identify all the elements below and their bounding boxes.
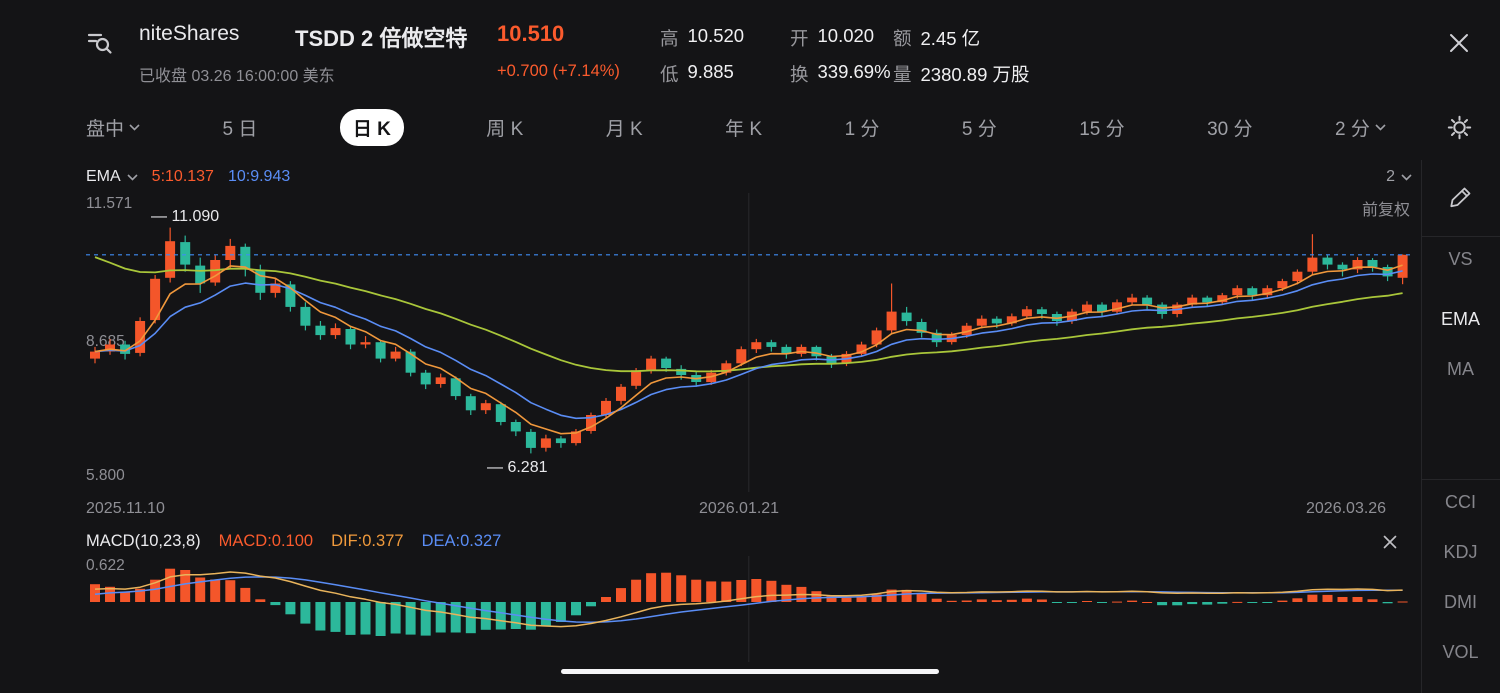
sidebar-item-ema[interactable]: EMA — [1440, 309, 1480, 329]
chevron-down-icon — [129, 123, 140, 131]
x-axis-mid-date: 2026.01.21 — [699, 500, 780, 517]
sidebar-item-kdj[interactable]: KDJ — [1443, 542, 1478, 562]
x-axis-end-date: 2026.03.26 — [1306, 500, 1387, 517]
close-icon[interactable] — [1447, 31, 1471, 60]
home-indicator[interactable] — [561, 669, 939, 674]
stat-low: 低 9.885 — [660, 61, 734, 85]
y-axis-mid: 8.685 — [86, 333, 125, 350]
chart-settings-gear-icon[interactable] — [1446, 114, 1473, 146]
tab-5m[interactable]: 5 分 — [961, 118, 997, 140]
dif-value: DIF:0.377 — [331, 532, 404, 550]
dea-value: DEA:0.327 — [421, 532, 502, 550]
chevron-down-icon — [1401, 173, 1412, 181]
tab-monthly-k[interactable]: 月 K — [605, 118, 643, 140]
tab-2m[interactable]: 2 分 — [1335, 114, 1386, 141]
chevron-down-icon — [1375, 123, 1386, 131]
ema5-value: 5:10.137 — [151, 168, 214, 185]
stat-open: 开 10.020 — [790, 25, 875, 49]
tab-daily-k[interactable]: 日 K — [339, 108, 404, 146]
ema10-value: 10:9.943 — [227, 168, 291, 185]
tab-5d[interactable]: 5 日 — [222, 118, 258, 140]
low-annotation: — 6.281 — [487, 459, 548, 476]
price-change: +0.700 (+7.14%) — [497, 62, 620, 80]
macd-title[interactable]: MACD(10,23,8) — [86, 532, 201, 550]
last-price: 10.510 — [497, 21, 565, 46]
market-status: 已收盘 03.26 16:00:00 美东 — [139, 68, 335, 85]
tab-15m[interactable]: 15 分 — [1079, 118, 1125, 140]
tab-30m[interactable]: 30 分 — [1207, 118, 1253, 140]
stock-title: TSDD 2 倍做空特 — [295, 26, 468, 51]
timeframe-tabs: 盘中 5 日 日 K 周 K 月 K 年 K 1 分 5 分 15 分 30 分… — [86, 108, 1386, 146]
chevron-down-icon — [127, 173, 138, 181]
x-axis-start-date: 2025.11.10 — [86, 500, 165, 517]
sidebar-item-vs[interactable]: VS — [1448, 249, 1473, 269]
sidebar-item-cci[interactable]: CCI — [1445, 492, 1476, 512]
sidebar-item-ma[interactable]: MA — [1447, 359, 1474, 379]
draw-pencil-icon[interactable] — [1448, 184, 1474, 215]
y-axis-bottom: 5.800 — [86, 467, 125, 484]
stat-turnover-rate: 换 339.69% — [790, 61, 891, 85]
sidebar-divider — [1421, 479, 1500, 480]
stat-high: 高 10.520 — [660, 25, 745, 49]
tab-1m[interactable]: 1 分 — [844, 118, 880, 140]
sidebar-item-dmi[interactable]: DMI — [1444, 592, 1477, 612]
indicator-selector[interactable]: EMA — [86, 168, 138, 186]
y-axis-top: 11.571 — [86, 195, 133, 212]
lines-count-selector[interactable]: 2 — [1386, 168, 1412, 186]
tab-weekly-k[interactable]: 周 K — [486, 118, 524, 140]
tab-intraday[interactable]: 盘中 — [86, 114, 140, 141]
macd-value: MACD:0.100 — [218, 532, 314, 550]
sidebar-divider — [1421, 236, 1500, 237]
stock-search-icon[interactable] — [85, 27, 115, 62]
tab-yearly-k[interactable]: 年 K — [725, 118, 763, 140]
indicator-legend: EMA 5:10.137 10:9.943 — [86, 168, 290, 186]
macd-scale-max: 0.622 — [86, 557, 125, 574]
sidebar-item-vol[interactable]: VOL — [1442, 642, 1479, 662]
macd-close-icon[interactable] — [1381, 533, 1399, 556]
adjust-mode-button[interactable]: 前复权 — [1361, 202, 1410, 219]
sidebar-divider — [1421, 160, 1422, 693]
macd-legend: MACD(10,23,8) MACD:0.100 DIF:0.377 DEA:0… — [86, 532, 501, 551]
stat-volume: 量 2380.89 万股 — [893, 64, 1030, 85]
stat-turnover: 额 2.45 亿 — [893, 28, 981, 49]
high-annotation: — 11.090 — [151, 208, 220, 225]
broker-name: niteShares — [139, 22, 240, 45]
